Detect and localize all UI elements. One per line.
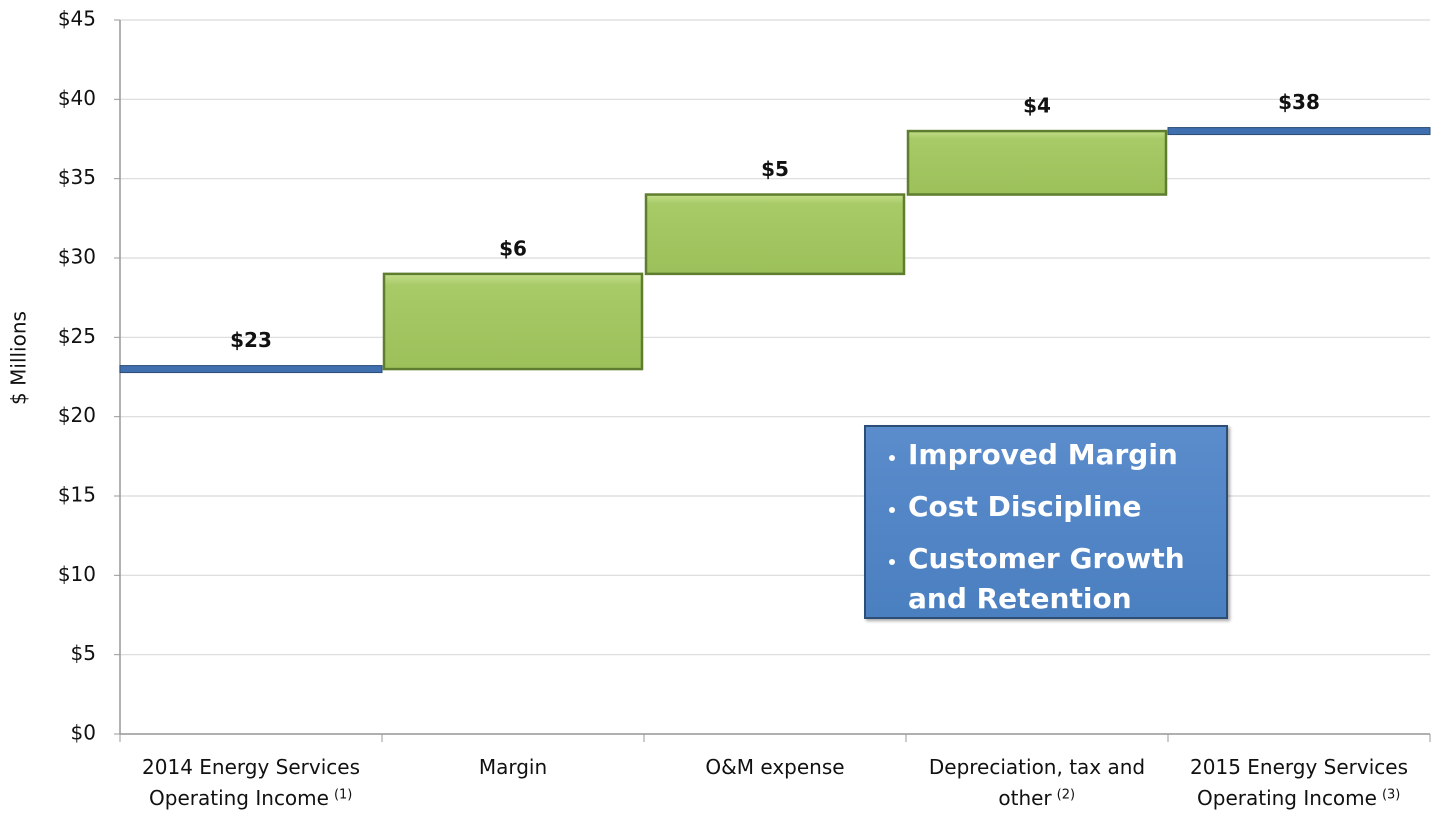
- y-tick-label: $40: [58, 86, 96, 110]
- y-axis-label: $ Millions: [7, 311, 31, 405]
- footnote-marker: (1): [334, 788, 352, 803]
- y-tick-label: $45: [58, 7, 96, 31]
- annotation-list: Improved Margin Cost Discipline Customer G…: [880, 435, 1216, 619]
- value-label: $6: [499, 236, 527, 260]
- annotation-item: Customer Growth and Retention: [908, 539, 1216, 619]
- level-line: [119, 365, 383, 374]
- y-tick-label: $10: [58, 562, 96, 586]
- annotation-box: Improved Margin Cost Discipline Customer G…: [864, 425, 1228, 619]
- y-tick-label: $35: [58, 165, 96, 189]
- x-tick-label: 2015 Energy Services Operating Income: [1190, 755, 1408, 810]
- value-label: $4: [1023, 94, 1051, 118]
- x-tick-label: Depreciation, tax and other: [929, 755, 1145, 810]
- annotation-item: Improved Margin: [908, 435, 1216, 475]
- bar: [906, 129, 1168, 196]
- annotation-item: Cost Discipline: [908, 487, 1216, 527]
- x-tick-label: Margin: [479, 755, 547, 779]
- x-tick-label: 2014 Energy Services Operating Income: [142, 755, 360, 810]
- footnote-marker: (2): [1057, 788, 1075, 803]
- y-tick-label: $20: [58, 403, 96, 427]
- value-label: $38: [1278, 90, 1320, 114]
- y-tick-label: $30: [58, 245, 96, 269]
- value-label: $23: [230, 328, 272, 352]
- level-line: [1167, 127, 1431, 136]
- bar: [644, 193, 906, 276]
- y-tick-label: $0: [71, 721, 96, 745]
- y-tick-label: $15: [58, 483, 96, 507]
- bar: [382, 272, 644, 371]
- footnote-marker: (3): [1382, 788, 1400, 803]
- y-tick-label: $5: [71, 641, 96, 665]
- y-tick-label: $25: [58, 324, 96, 348]
- value-label: $5: [761, 157, 789, 181]
- x-tick-label: O&M expense: [705, 755, 844, 779]
